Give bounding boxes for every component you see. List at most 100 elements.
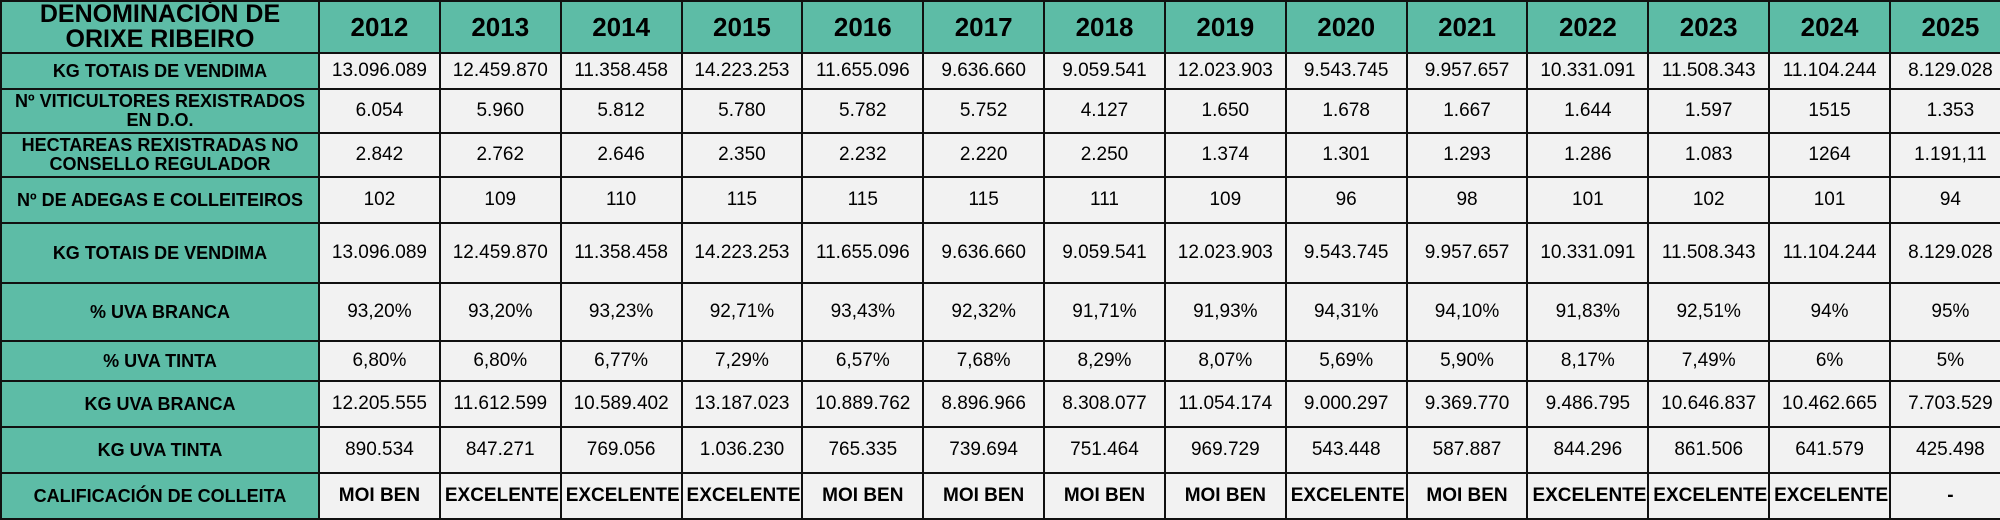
header-row: DENOMINACIÓN DE ORIXE RIBEIRO 2012 2013 … <box>0 0 2000 54</box>
table-cell: 92,51% <box>1647 282 1771 342</box>
table-row: CALIFICACIÓN DE COLLEITA MOI BEN EXCELENTE… <box>0 472 2000 520</box>
row-label: % UVA BRANCA <box>0 282 320 342</box>
table-cell: 1.083 <box>1647 132 1771 178</box>
table-cell: 12.459.870 <box>438 222 562 284</box>
table-cell: 14.223.253 <box>680 222 804 284</box>
table-cell: 94 <box>1888 176 2000 224</box>
rating-cell: MOI BEN <box>1163 472 1287 520</box>
table-cell: 5,69% <box>1284 340 1408 382</box>
table-cell: 11.054.174 <box>1163 380 1287 428</box>
table-cell: 2.350 <box>680 132 804 178</box>
year-header: 2023 <box>1647 0 1771 54</box>
table-cell: 6,57% <box>801 340 925 382</box>
year-header: 2014 <box>559 0 683 54</box>
table-cell: 12.459.870 <box>438 52 562 90</box>
rating-cell: MOI BEN <box>801 472 925 520</box>
table-cell: 10.646.837 <box>1647 380 1771 428</box>
rating-cell: MOI BEN <box>1043 472 1166 520</box>
table-cell: 587.887 <box>1405 426 1529 474</box>
table-cell: 1.597 <box>1647 88 1771 134</box>
table-cell: 2.250 <box>1043 132 1166 178</box>
rating-cell: EXCELENTE <box>1284 472 1408 520</box>
table-cell: 1.293 <box>1405 132 1529 178</box>
table-cell: 93,20% <box>318 282 441 342</box>
row-label: KG TOTAIS DE VENDIMA <box>0 52 320 90</box>
table-cell: 111 <box>1043 176 1166 224</box>
table-cell: 102 <box>318 176 441 224</box>
table-cell: 9.636.660 <box>922 52 1046 90</box>
table-cell: 9.543.745 <box>1284 52 1408 90</box>
table-cell: 14.223.253 <box>680 52 804 90</box>
table-cell: 92,71% <box>680 282 804 342</box>
table-row: KG TOTAIS DE VENDIMA 13.096.089 12.459.870… <box>0 52 2000 90</box>
table-cell: 8.129.028 <box>1888 52 2000 90</box>
table-cell: 102 <box>1647 176 1771 224</box>
table-cell: 1.644 <box>1526 88 1650 134</box>
table-cell: 5.780 <box>680 88 804 134</box>
table-cell: 7,68% <box>922 340 1046 382</box>
table-cell: 13.096.089 <box>318 222 441 284</box>
table-cell: 8,07% <box>1163 340 1287 382</box>
table-cell: 101 <box>1768 176 1891 224</box>
table-cell: 1.191,11 <box>1888 132 2000 178</box>
table-cell: 8,29% <box>1043 340 1166 382</box>
year-header: 2025 <box>1888 0 2000 54</box>
row-label: CALIFICACIÓN DE COLLEITA <box>0 472 320 520</box>
table-cell: 5.782 <box>801 88 925 134</box>
table-cell: 109 <box>438 176 562 224</box>
rating-cell: EXCELENTE <box>1647 472 1771 520</box>
table-cell: 9.486.795 <box>1526 380 1650 428</box>
table-cell: 91,71% <box>1043 282 1166 342</box>
table-cell: 11.508.343 <box>1647 222 1771 284</box>
table-cell: 91,93% <box>1163 282 1287 342</box>
table-cell: 2.842 <box>318 132 441 178</box>
table-cell: 96 <box>1284 176 1408 224</box>
table-cell: 844.296 <box>1526 426 1650 474</box>
table-cell: 9.059.541 <box>1043 52 1166 90</box>
year-header: 2018 <box>1043 0 1166 54</box>
row-label: Nº VITICULTORES REXISTRADOS EN D.O. <box>0 88 320 134</box>
table-cell: 93,23% <box>559 282 683 342</box>
table-cell: 11.104.244 <box>1768 52 1891 90</box>
table-cell: 2.646 <box>559 132 683 178</box>
table-row: KG UVA TINTA 890.534 847.271 769.056 1.036.2… <box>0 426 2000 474</box>
table-cell: 11.655.096 <box>801 222 925 284</box>
rating-cell: MOI BEN <box>318 472 441 520</box>
table-cell: 9.957.657 <box>1405 222 1529 284</box>
table-cell: 1.353 <box>1888 88 2000 134</box>
table-cell: 11.358.458 <box>559 222 683 284</box>
table-cell: 6,77% <box>559 340 683 382</box>
table-cell: 13.096.089 <box>318 52 441 90</box>
table-cell: 12.023.903 <box>1163 222 1287 284</box>
table-cell: 115 <box>922 176 1046 224</box>
row-label: % UVA TINTA <box>0 340 320 382</box>
table-cell: 11.508.343 <box>1647 52 1771 90</box>
table-cell: 6.054 <box>318 88 441 134</box>
table-cell: 1.667 <box>1405 88 1529 134</box>
table-cell: 9.543.745 <box>1284 222 1408 284</box>
table-cell: 1.678 <box>1284 88 1408 134</box>
table-cell: 110 <box>559 176 683 224</box>
table-cell: 9.957.657 <box>1405 52 1529 90</box>
table-cell: 2.220 <box>922 132 1046 178</box>
table-cell: 1264 <box>1768 132 1891 178</box>
table-cell: 7,49% <box>1647 340 1771 382</box>
table-cell: 5% <box>1888 340 2000 382</box>
table-cell: 1.374 <box>1163 132 1287 178</box>
table-cell: 8,17% <box>1526 340 1650 382</box>
table-cell: 12.205.555 <box>318 380 441 428</box>
table-cell: 6,80% <box>438 340 562 382</box>
table-cell: 6% <box>1768 340 1891 382</box>
table-cell: 109 <box>1163 176 1287 224</box>
year-header: 2017 <box>922 0 1046 54</box>
table-cell: 425.498 <box>1888 426 2000 474</box>
table-cell: 6,80% <box>318 340 441 382</box>
rating-cell: MOI BEN <box>922 472 1046 520</box>
table-cell: 769.056 <box>559 426 683 474</box>
table-cell: 91,83% <box>1526 282 1650 342</box>
table-cell: 1.650 <box>1163 88 1287 134</box>
table-cell: 98 <box>1405 176 1529 224</box>
table-row: HECTAREAS REXISTRADAS NO CONSELLO REGULA… <box>0 132 2000 178</box>
table-cell: 9.369.770 <box>1405 380 1529 428</box>
table-cell: 92,32% <box>922 282 1046 342</box>
